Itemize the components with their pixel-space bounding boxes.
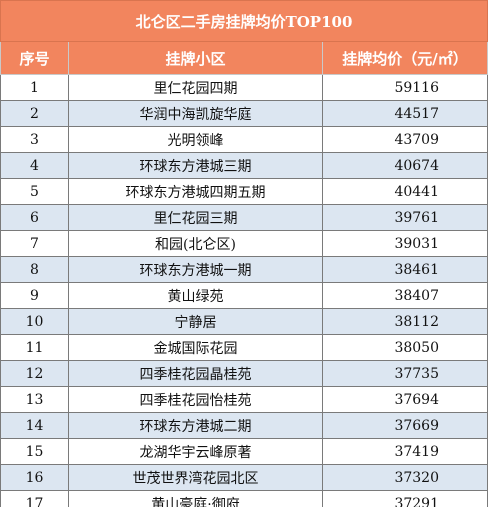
table-row: 6 里仁花园三期 39761: [0, 204, 488, 231]
name-cell: 华润中海凯旋华庭: [68, 100, 323, 127]
name-cell: 环球东方港城四期五期: [68, 178, 323, 205]
rank-cell: 8: [0, 256, 69, 283]
price-cell: 37419: [322, 438, 488, 465]
price-cell: 37291: [322, 490, 488, 507]
rank-cell: 3: [0, 126, 69, 153]
table-row: 16 世茂世界湾花园北区 37320: [0, 464, 488, 491]
price-cell: 40674: [322, 152, 488, 179]
price-cell: 38407: [322, 282, 488, 309]
rank-cell: 5: [0, 178, 69, 205]
rank-cell: 13: [0, 386, 69, 413]
price-cell: 59116: [322, 74, 488, 101]
price-cell: 37320: [322, 464, 488, 491]
name-cell: 黄山绿苑: [68, 282, 323, 309]
name-cell: 龙湖华宇云峰原著: [68, 438, 323, 465]
name-cell: 金城国际花园: [68, 334, 323, 361]
name-cell: 环球东方港城三期: [68, 152, 323, 179]
table-row: 5 环球东方港城四期五期 40441: [0, 178, 488, 205]
price-cell: 38461: [322, 256, 488, 283]
rank-cell: 17: [0, 490, 69, 507]
table-row: 13 四季桂花园怡桂苑 37694: [0, 386, 488, 413]
rank-cell: 1: [0, 74, 69, 101]
name-cell: 四季桂花园晶桂苑: [68, 360, 323, 387]
table-row: 12 四季桂花园晶桂苑 37735: [0, 360, 488, 387]
name-cell: 环球东方港城二期: [68, 412, 323, 439]
rank-cell: 7: [0, 230, 69, 257]
rank-cell: 14: [0, 412, 69, 439]
rank-cell: 12: [0, 360, 69, 387]
rank-cell: 4: [0, 152, 69, 179]
table-row: 4 环球东方港城三期 40674: [0, 152, 488, 179]
name-cell: 里仁花园四期: [68, 74, 323, 101]
rank-cell: 10: [0, 308, 69, 335]
header-row: 序号 挂牌小区 挂牌均价（元/㎡）: [0, 41, 488, 75]
table-row: 10 宁静居 38112: [0, 308, 488, 335]
name-cell: 里仁花园三期: [68, 204, 323, 231]
header-name: 挂牌小区: [68, 41, 323, 75]
price-cell: 37669: [322, 412, 488, 439]
table-row: 15 龙湖华宇云峰原著 37419: [0, 438, 488, 465]
table-row: 7 和园(北仑区) 39031: [0, 230, 488, 257]
price-cell: 38050: [322, 334, 488, 361]
table-row: 9 黄山绿苑 38407: [0, 282, 488, 309]
price-cell: 37735: [322, 360, 488, 387]
name-cell: 光明领峰: [68, 126, 323, 153]
table-row: 14 环球东方港城二期 37669: [0, 412, 488, 439]
price-cell: 44517: [322, 100, 488, 127]
price-cell: 38112: [322, 308, 488, 335]
rank-cell: 6: [0, 204, 69, 231]
rank-cell: 11: [0, 334, 69, 361]
name-cell: 四季桂花园怡桂苑: [68, 386, 323, 413]
name-cell: 世茂世界湾花园北区: [68, 464, 323, 491]
rank-cell: 16: [0, 464, 69, 491]
table-row: 11 金城国际花园 38050: [0, 334, 488, 361]
price-cell: 39031: [322, 230, 488, 257]
table-row: 1 里仁花园四期 59116: [0, 74, 488, 101]
price-cell: 43709: [322, 126, 488, 153]
rank-cell: 9: [0, 282, 69, 309]
name-cell: 和园(北仑区): [68, 230, 323, 257]
price-cell: 37694: [322, 386, 488, 413]
table-row: 17 黄山豪庭·御府 37291: [0, 490, 488, 507]
header-rank: 序号: [0, 41, 69, 75]
rank-cell: 2: [0, 100, 69, 127]
name-cell: 环球东方港城一期: [68, 256, 323, 283]
rank-cell: 15: [0, 438, 69, 465]
name-cell: 宁静居: [68, 308, 323, 335]
table-row: 2 华润中海凯旋华庭 44517: [0, 100, 488, 127]
price-cell: 40441: [322, 178, 488, 205]
table-title: 北仑区二手房挂牌均价TOP100: [0, 0, 488, 42]
header-price: 挂牌均价（元/㎡）: [322, 41, 488, 75]
name-cell: 黄山豪庭·御府: [68, 490, 323, 507]
title-row: 北仑区二手房挂牌均价TOP100: [0, 0, 488, 42]
table-row: 3 光明领峰 43709: [0, 126, 488, 153]
table-row: 8 环球东方港城一期 38461: [0, 256, 488, 283]
price-cell: 39761: [322, 204, 488, 231]
